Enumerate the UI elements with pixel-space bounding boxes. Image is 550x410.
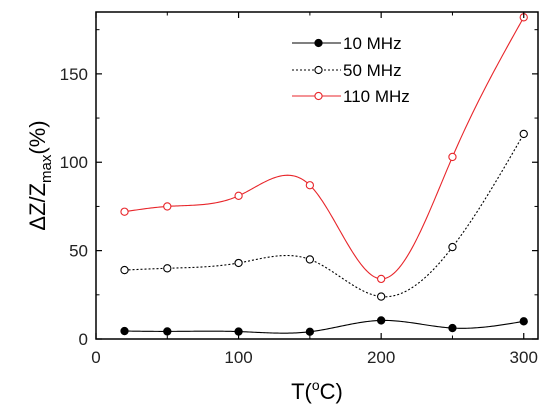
data-point bbox=[120, 265, 129, 275]
y-tick-label: 0 bbox=[79, 330, 88, 349]
data-point bbox=[377, 274, 386, 284]
data-point bbox=[519, 317, 528, 326]
data-point bbox=[163, 264, 172, 273]
x-axis: 0 100 200 300 bbox=[91, 12, 538, 367]
y-tick-label: 100 bbox=[60, 153, 88, 172]
data-point bbox=[377, 292, 386, 301]
y-axis-title-sub: max bbox=[38, 154, 55, 183]
data-point bbox=[234, 191, 243, 200]
x-tick-label: 200 bbox=[367, 348, 395, 367]
y-tick-label: 50 bbox=[69, 242, 88, 261]
legend-marker bbox=[314, 91, 323, 101]
data-point bbox=[163, 202, 172, 211]
x-tick-label: 0 bbox=[91, 348, 100, 367]
data-point bbox=[305, 327, 315, 336]
y-axis: 0 50 100 150 bbox=[60, 29, 538, 349]
series-curves bbox=[124, 17, 525, 334]
series-markers bbox=[120, 13, 528, 336]
series-line-0 bbox=[124, 319, 524, 334]
x-axis-title-base: T( bbox=[291, 379, 312, 404]
x-axis-title: T(oC) bbox=[291, 377, 343, 404]
y-axis-title-base: ΔZ/Z bbox=[25, 183, 50, 231]
x-tick-label: 300 bbox=[510, 348, 538, 367]
series-line-1 bbox=[124, 133, 525, 298]
legend-label: 50 MHz bbox=[343, 61, 402, 80]
legend: 10 MHz 50 MHz 110 MHz bbox=[292, 34, 410, 106]
legend-marker bbox=[314, 65, 323, 75]
legend-label: 110 MHz bbox=[343, 87, 410, 106]
data-point bbox=[519, 129, 528, 139]
x-axis-title-tail: C) bbox=[320, 379, 343, 404]
data-point bbox=[448, 242, 457, 252]
legend-marker bbox=[314, 38, 323, 48]
data-point bbox=[163, 327, 172, 336]
data-point bbox=[120, 326, 129, 336]
data-point bbox=[234, 258, 243, 268]
data-point bbox=[448, 323, 457, 333]
y-axis-title-tail: (%) bbox=[25, 120, 50, 154]
x-axis-title-sup: o bbox=[312, 377, 320, 393]
data-point bbox=[305, 255, 315, 264]
data-point bbox=[448, 152, 457, 162]
y-axis-title: ΔZ/Zmax(%) bbox=[25, 120, 55, 230]
plot-frame bbox=[95, 11, 539, 340]
legend-label: 10 MHz bbox=[343, 34, 402, 53]
x-tick-label: 100 bbox=[224, 348, 252, 367]
data-point bbox=[377, 316, 386, 325]
y-tick-label: 150 bbox=[60, 65, 88, 84]
data-point bbox=[120, 207, 129, 216]
data-point bbox=[305, 181, 315, 190]
series-line-2 bbox=[124, 17, 525, 280]
